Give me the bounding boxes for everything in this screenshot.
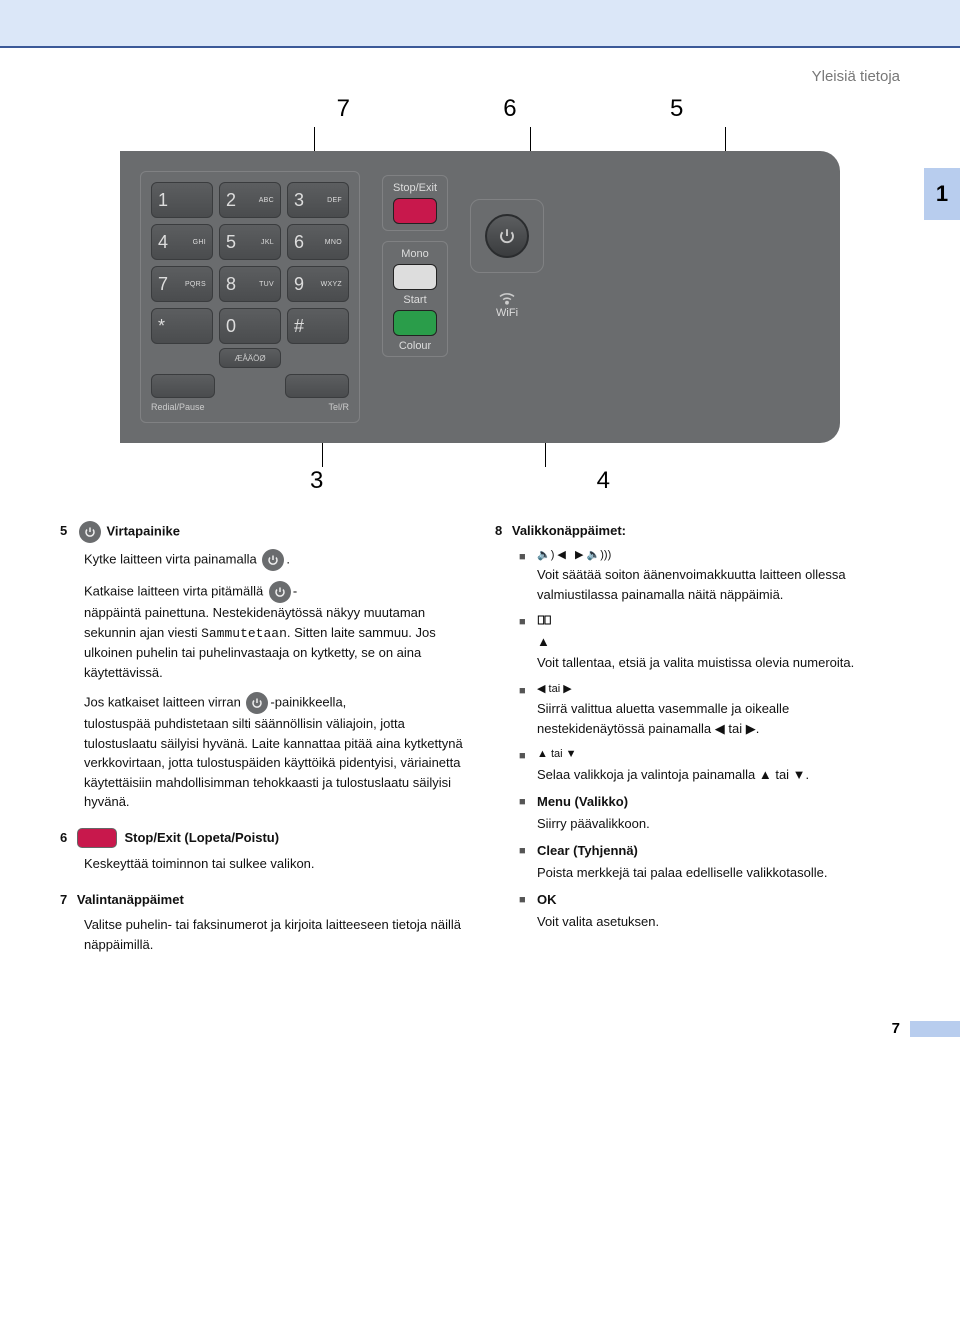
left-column: 5 Virtapainike Kytke laitteen virta pain… bbox=[60, 521, 465, 970]
item6-body: Keskeyttää toiminnon tai sulkee valikon. bbox=[84, 854, 465, 874]
control-panel: 12ABC3DEF 4GHI5JKL6MNO 7PQRS8TUV9WXYZ *0# Æ… bbox=[120, 151, 840, 443]
mono-start-button[interactable] bbox=[393, 264, 437, 290]
menu-key-item: ■Menu (Valikko)Siirry päävalikkoon. bbox=[519, 792, 900, 833]
power-button[interactable] bbox=[485, 214, 529, 258]
page-header bbox=[0, 0, 960, 48]
power-icon-inline bbox=[269, 581, 291, 603]
keypad-key-7[interactable]: 7PQRS bbox=[151, 266, 213, 302]
colour-label: Colour bbox=[399, 340, 431, 352]
item7-num: 7 bbox=[60, 892, 67, 907]
keypad-key-#[interactable]: # bbox=[287, 308, 349, 344]
menu-key-item: ■🔈) ◀ ▶ 🔈)))Voit säätää soiton äänenvoim… bbox=[519, 547, 900, 605]
power-icon bbox=[498, 227, 516, 245]
power-icon-inline bbox=[246, 692, 268, 714]
callout-6: 6 bbox=[503, 95, 516, 123]
callout-5: 5 bbox=[670, 95, 683, 123]
keypad-key-8[interactable]: 8TUV bbox=[219, 266, 281, 302]
item7-body: Valitse puhelin- tai faksinumerot ja kir… bbox=[84, 915, 465, 954]
stop-exit-button[interactable] bbox=[393, 198, 437, 224]
keypad-block: 12ABC3DEF 4GHI5JKL6MNO 7PQRS8TUV9WXYZ *0# Æ… bbox=[140, 171, 360, 423]
item8-num: 8 bbox=[495, 523, 502, 538]
page-number: 7 bbox=[892, 1020, 900, 1037]
item5-line3: näppäintä painettuna. Nestekidenäytössä … bbox=[84, 603, 465, 682]
item5-num: 5 bbox=[60, 523, 67, 538]
page-footer: 7 bbox=[0, 1010, 960, 1057]
item5-line1: Kytke laitteen virta painamalla . bbox=[84, 549, 465, 571]
right-column: 8 Valikkonäppäimet: ■🔈) ◀ ▶ 🔈)))Voit sää… bbox=[495, 521, 900, 970]
item6-title: Stop/Exit (Lopeta/Poistu) bbox=[124, 830, 279, 845]
keypad-key-9[interactable]: 9WXYZ bbox=[287, 266, 349, 302]
keypad-key-6[interactable]: 6MNO bbox=[287, 224, 349, 260]
stop-exit-label: Stop/Exit bbox=[393, 182, 437, 194]
item6-num: 6 bbox=[60, 830, 67, 845]
power-icon-inline bbox=[79, 521, 101, 543]
keypad-key-4[interactable]: 4GHI bbox=[151, 224, 213, 260]
tab-indicator: 1 bbox=[924, 168, 960, 220]
menu-key-item: ■Clear (Tyhjennä)Poista merkkejä tai pal… bbox=[519, 841, 900, 882]
callout-3: 3 bbox=[310, 467, 323, 495]
item5-line4: Jos katkaiset laitteen virran -painikkee… bbox=[84, 692, 465, 714]
menu-key-item: ■◀ tai ▶Siirrä valittua aluetta vasemmal… bbox=[519, 681, 900, 739]
keypad-key-2[interactable]: 2ABC bbox=[219, 182, 281, 218]
wifi-label: WiFi bbox=[496, 307, 518, 319]
tel-r-label: Tel/R bbox=[328, 402, 349, 412]
item5-line2: Katkaise laitteen virta pitämällä - bbox=[84, 581, 465, 603]
power-block: WiFi bbox=[470, 171, 544, 319]
action-block: Stop/Exit Mono Start Colour bbox=[382, 171, 448, 357]
keypad-key-1[interactable]: 1 bbox=[151, 182, 213, 218]
keypad-key-*[interactable]: * bbox=[151, 308, 213, 344]
wifi-icon bbox=[497, 291, 517, 305]
item7-title: Valintanäppäimet bbox=[77, 892, 184, 907]
keypad-key-3[interactable]: 3DEF bbox=[287, 182, 349, 218]
tel-r-button[interactable] bbox=[285, 374, 349, 398]
callout-row-bottom: 3 4 bbox=[120, 467, 840, 495]
menu-key-item: ■▲Voit tallentaa, etsiä ja valita muisti… bbox=[519, 612, 900, 673]
mono-label: Mono bbox=[401, 248, 429, 260]
item5-title: Virtapainike bbox=[106, 523, 179, 538]
item8-title: Valikkonäppäimet: bbox=[512, 523, 626, 538]
callout-4: 4 bbox=[597, 467, 610, 495]
keypad-key-0[interactable]: 0 bbox=[219, 308, 281, 344]
colour-start-button[interactable] bbox=[393, 310, 437, 336]
redial-pause-button[interactable] bbox=[151, 374, 215, 398]
stop-button-inline bbox=[77, 828, 117, 848]
menu-key-item: ■▲ tai ▼Selaa valikkoja ja valintoja pai… bbox=[519, 746, 900, 784]
redial-pause-label: Redial/Pause bbox=[151, 402, 205, 412]
key-special-chars[interactable]: ÆÅÄÖØ bbox=[219, 348, 281, 368]
start-label: Start bbox=[403, 294, 426, 306]
section-label: Yleisiä tietoja bbox=[60, 68, 900, 85]
callout-row-top: 7 6 5 bbox=[120, 95, 840, 123]
keypad-key-5[interactable]: 5JKL bbox=[219, 224, 281, 260]
callout-7: 7 bbox=[337, 95, 350, 123]
menu-key-item: ■OKVoit valita asetuksen. bbox=[519, 890, 900, 931]
footer-bar bbox=[910, 1021, 960, 1037]
power-icon-inline bbox=[262, 549, 284, 571]
item5-line5: tulostuspää puhdistetaan silti säännölli… bbox=[84, 714, 465, 812]
